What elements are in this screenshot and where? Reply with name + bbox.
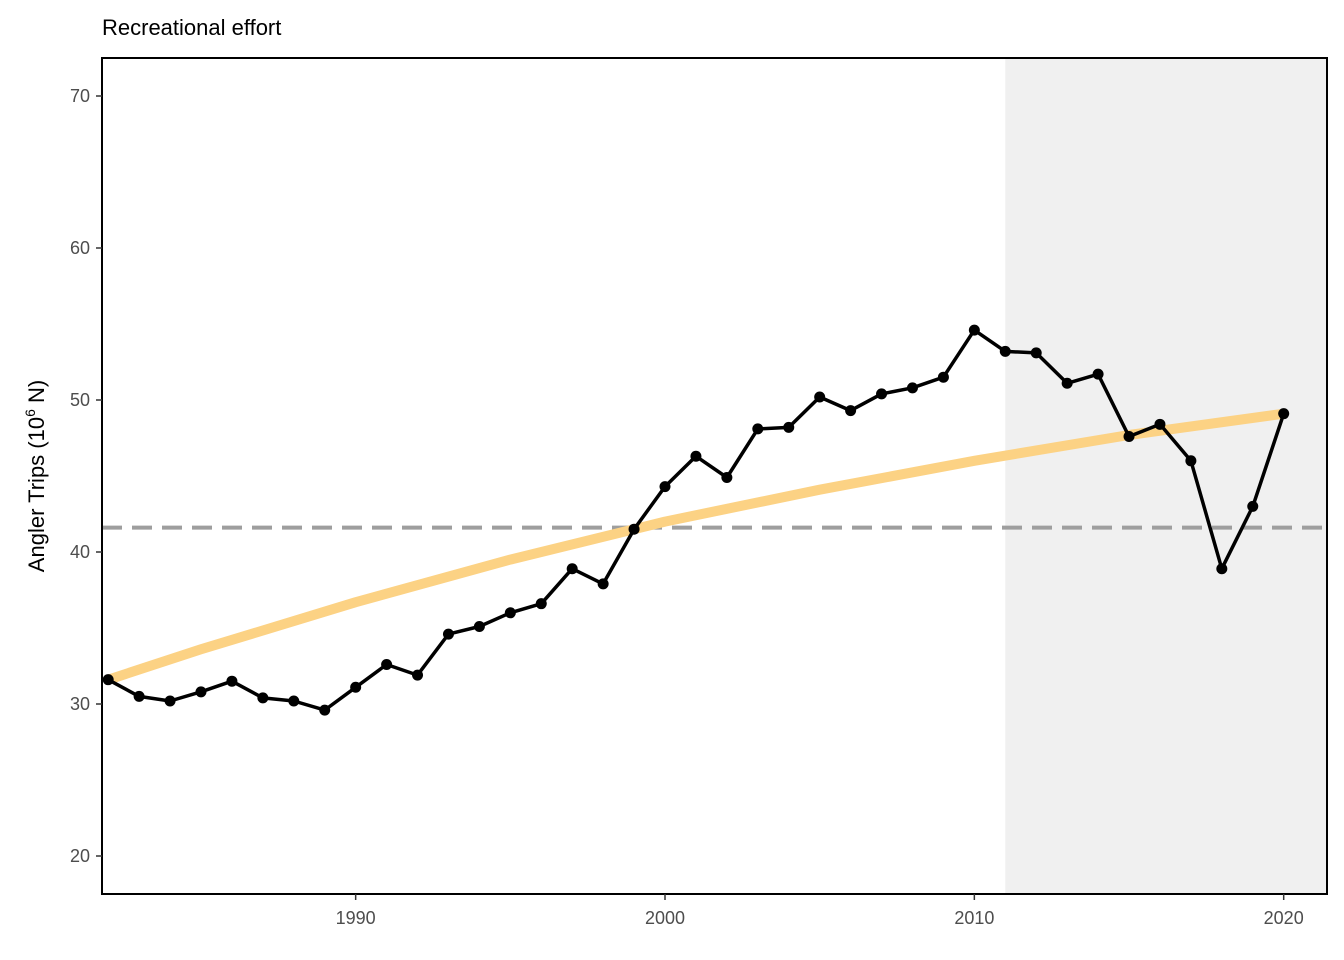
data-point <box>412 669 424 681</box>
data-point <box>1092 368 1104 380</box>
y-axis-title-tail: N) <box>24 380 49 409</box>
y-axis-title: Angler Trips (106 N) <box>22 380 49 572</box>
data-point <box>597 578 609 590</box>
data-point <box>257 692 269 704</box>
plot-border <box>101 57 1328 895</box>
y-tick-label: 20 <box>70 846 90 866</box>
y-axis: 20 30 40 50 60 70 <box>70 86 102 866</box>
data-point <box>133 690 145 702</box>
data-point <box>102 674 114 686</box>
data-point <box>628 523 640 535</box>
x-tick-label: 2020 <box>1264 908 1304 928</box>
data-point <box>906 382 918 394</box>
y-axis-title-sup: 6 <box>22 409 38 417</box>
data-point <box>783 421 795 433</box>
x-tick-label: 1990 <box>336 908 376 928</box>
trend-line <box>103 408 1289 685</box>
y-tick-label: 70 <box>70 86 90 106</box>
data-point <box>968 324 980 336</box>
data-point <box>814 391 826 403</box>
y-tick-label: 40 <box>70 542 90 562</box>
chart-title: Recreational effort <box>102 15 281 40</box>
shaded-region-layer <box>1005 58 1327 894</box>
data-point <box>164 695 176 707</box>
data-point <box>752 423 764 435</box>
shaded-region <box>1005 58 1327 894</box>
series-layer <box>102 324 1290 716</box>
data-point <box>381 658 393 670</box>
data-point <box>937 371 949 383</box>
y-axis-title-main: Angler Trips (10 <box>24 417 49 572</box>
data-point <box>442 628 454 640</box>
data-point <box>1123 430 1135 442</box>
data-point <box>288 695 300 707</box>
data-point <box>1061 377 1073 389</box>
x-axis: 1990 2000 2010 2020 <box>336 894 1304 928</box>
y-tick-label: 50 <box>70 390 90 410</box>
data-point <box>535 598 547 610</box>
data-point <box>566 563 578 575</box>
data-point <box>690 450 702 462</box>
data-point <box>1154 418 1166 430</box>
x-tick-label: 2000 <box>645 908 685 928</box>
data-point <box>195 686 207 698</box>
data-point <box>845 405 857 417</box>
data-point <box>504 607 516 619</box>
data-point <box>876 388 888 400</box>
data-point <box>721 472 733 484</box>
plot-frame-layer <box>101 57 1328 895</box>
y-tick-label: 60 <box>70 238 90 258</box>
data-point <box>1247 500 1259 512</box>
trend-line-layer <box>103 408 1289 685</box>
data-point <box>226 675 238 687</box>
data-point <box>999 345 1011 357</box>
data-point <box>1030 347 1042 359</box>
data-point <box>473 620 485 632</box>
data-point <box>659 481 671 493</box>
data-point <box>1216 563 1228 575</box>
data-point <box>350 681 362 693</box>
x-tick-label: 2010 <box>954 908 994 928</box>
data-point <box>1185 455 1197 467</box>
y-tick-label: 30 <box>70 694 90 714</box>
data-point <box>319 704 331 716</box>
data-point <box>1278 408 1290 420</box>
